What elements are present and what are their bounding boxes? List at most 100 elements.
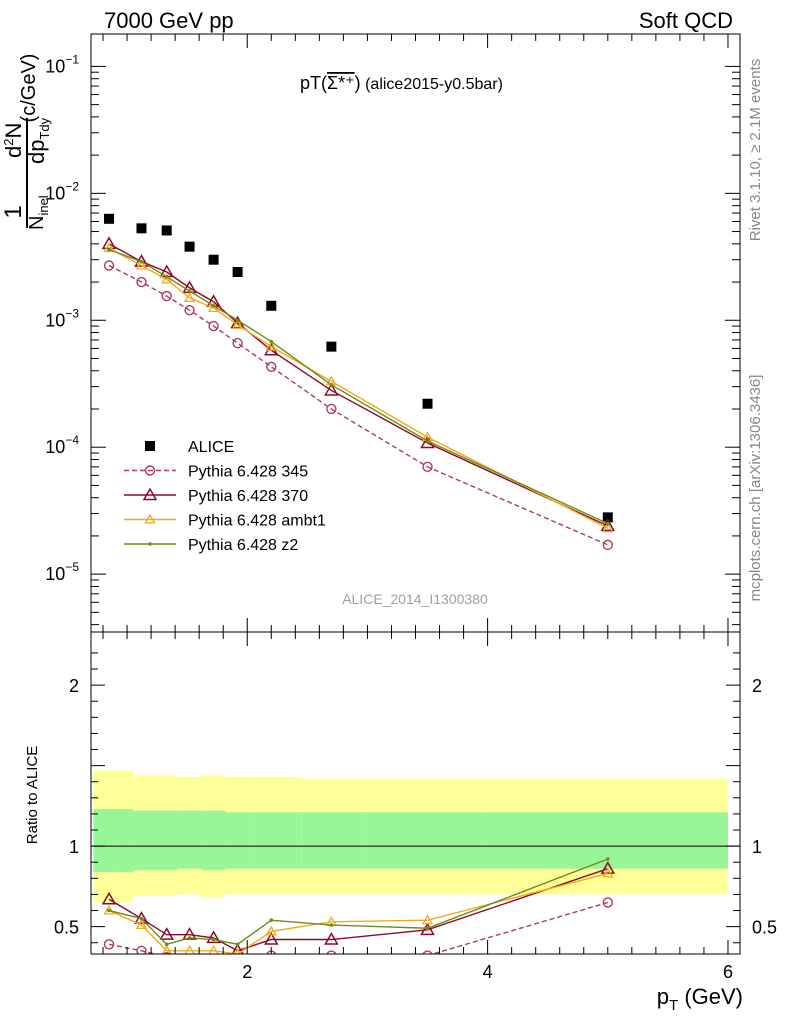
ratio-point-pythia-6-428-ambt1 [265, 925, 277, 936]
series-line-pythia-6-428-z2 [108, 248, 609, 525]
ratio-point-pythia-6-428-ambt1 [135, 919, 148, 930]
legend-marker-pythia-6-428-ambt1 [144, 513, 156, 524]
point-alice [161, 225, 172, 236]
point-alice [266, 300, 277, 311]
point-pythia-6-428-z2 [107, 247, 111, 252]
series-line-pythia-6-428-ambt1 [108, 247, 609, 529]
point-pythia-6-428-z2 [235, 318, 240, 323]
ratio-line-pythia-6-428-ambt1 [108, 872, 608, 954]
svg-text:1: 1 [0, 205, 27, 218]
ratio-point-pythia-6-428-345 [422, 950, 433, 954]
point-pythia-6-428-ambt1 [183, 292, 196, 302]
y-tick-label: 10−1 [45, 52, 79, 76]
ratio-point-pythia-6-428-370 [206, 930, 221, 944]
point-pythia-6-428-370 [324, 382, 339, 396]
ratio-plot: 0.5 0.5 1 1 2 2 2 4 6 [54, 631, 777, 982]
legend-label-alice: ALICE [188, 439, 234, 456]
ratio-point-pythia-6-428-345 [602, 897, 613, 908]
ratio-point-pythia-6-428-345 [103, 939, 115, 950]
ratio-y-tick-label-right: 2 [752, 676, 762, 696]
point-pythia-6-428-ambt1 [103, 242, 115, 253]
point-pythia-6-428-z2 [605, 521, 610, 526]
uncertainty-band-inner [301, 812, 368, 869]
svg-text:dpTdy: dpTdy [24, 117, 52, 164]
energy-label: 7000 GeV pp [104, 8, 234, 33]
point-pythia-6-428-z2 [187, 289, 192, 293]
ratio-point-pythia-6-428-z2 [211, 937, 216, 942]
ratio-axis-title: Ratio to ALICE [24, 746, 41, 844]
ratio-point-pythia-6-428-345 [326, 950, 337, 954]
legend-marker-pythia-6-428-370 [142, 487, 158, 501]
mcplots-label: mcplots.cern.ch [arXiv:1306.3436] [747, 375, 764, 602]
series-line-pythia-6-428-345 [108, 264, 609, 546]
ratio-point-pythia-6-428-z2 [605, 857, 610, 861]
svg-text:Ninel: Ninel [26, 195, 51, 230]
uncertainty-band-inner [93, 809, 116, 872]
uncertainty-band-inner [153, 810, 178, 871]
point-pythia-6-428-ambt1 [602, 522, 614, 533]
ratio-point-pythia-6-428-ambt1 [184, 944, 195, 954]
point-alice [326, 341, 337, 352]
rivet-label: Rivet 3.1.10, ≥ 2.1M events [747, 59, 764, 242]
ratio-y-tick-label: 2 [69, 676, 79, 696]
legend: ALICE Pythia 6.428 345 Pythia 6.428 370 Pyt… [124, 439, 326, 554]
x-tick-label: 2 [242, 962, 252, 982]
ratio-point-pythia-6-428-370 [600, 861, 616, 874]
ratio-point-pythia-6-428-370 [420, 922, 435, 936]
series-line-pythia-6-428-370 [108, 243, 609, 527]
ratio-point-pythia-6-428-ambt1 [602, 867, 614, 878]
svg-text:d2N: d2N [1, 123, 26, 158]
legend-marker-pythia-6-428-345 [144, 465, 156, 476]
point-pythia-6-428-z2 [164, 275, 169, 279]
ratio-line-pythia-6-428-370 [108, 868, 609, 952]
ratio-point-pythia-6-428-ambt1 [421, 914, 434, 925]
point-pythia-6-428-z2 [269, 339, 274, 344]
point-alice [232, 267, 243, 278]
ratio-point-pythia-6-428-z2 [425, 926, 430, 931]
ratio-point-pythia-6-428-z2 [187, 936, 192, 940]
ratio-y-tick-label-right: 1 [752, 837, 762, 857]
ratio-y-tick-label-right: 0.5 [752, 918, 777, 938]
uncertainty-band-inner [225, 812, 250, 869]
plot-title-sub: (alice2015-y0.5bar) [361, 76, 503, 93]
plot-title: pT(Σ*⁺) (alice2015-y0.5bar) [300, 73, 503, 93]
ratio-point-pythia-6-428-345 [211, 953, 216, 954]
legend-label-pythia-6-428-345: Pythia 6.428 345 [188, 464, 308, 481]
ratio-point-pythia-6-428-370 [324, 931, 339, 945]
legend-label-pythia-6-428-ambt1: Pythia 6.428 ambt1 [188, 513, 326, 530]
y-tick-label: 10−3 [45, 306, 79, 330]
ratio-point-pythia-6-428-z2 [235, 942, 240, 947]
point-pythia-6-428-370 [600, 518, 616, 532]
legend-marker-pythia-6-428-z2 [148, 542, 152, 546]
point-alice [136, 223, 147, 234]
point-pythia-6-428-345 [602, 539, 613, 551]
ratio-point-pythia-6-428-z2 [139, 916, 144, 921]
ratio-point-pythia-6-428-z2 [269, 918, 274, 922]
ratio-point-pythia-6-428-345 [187, 953, 192, 954]
x-axis-title: pT (GeV) [657, 984, 743, 1014]
y-axis-title: 1 Ninel d2N dpTdy (c/GeV) [0, 54, 52, 230]
point-alice [104, 213, 115, 224]
ratio-point-pythia-6-428-ambt1 [103, 904, 115, 915]
point-pythia-6-428-z2 [139, 259, 144, 264]
ratio-point-pythia-6-428-345 [233, 958, 242, 967]
ratio-point-pythia-6-428-z2 [329, 923, 334, 927]
ratio-y-tick-label: 0.5 [54, 918, 79, 938]
uncertainty-band-inner [367, 812, 488, 869]
point-pythia-6-428-z2 [329, 383, 334, 387]
point-pythia-6-428-ambt1 [232, 319, 244, 329]
ratio-point-pythia-6-428-z2 [164, 942, 169, 947]
ratio-point-pythia-6-428-370 [101, 891, 117, 905]
plot-title-main: pT( [300, 73, 327, 93]
point-pythia-6-428-ambt1 [135, 259, 148, 270]
plot-title-close: ) [355, 73, 361, 93]
legend-label-pythia-6-428-z2: Pythia 6.428 z2 [188, 537, 298, 554]
uncertainty-band-inner [249, 812, 302, 869]
ratio-point-pythia-6-428-z2 [107, 908, 111, 913]
svg-text:(c/GeV): (c/GeV) [18, 54, 40, 123]
point-pythia-6-428-345 [161, 290, 172, 302]
point-alice [422, 398, 433, 409]
ratio-line-pythia-6-428-345 [108, 901, 608, 954]
ratio-y-tick-label: 1 [69, 837, 79, 857]
